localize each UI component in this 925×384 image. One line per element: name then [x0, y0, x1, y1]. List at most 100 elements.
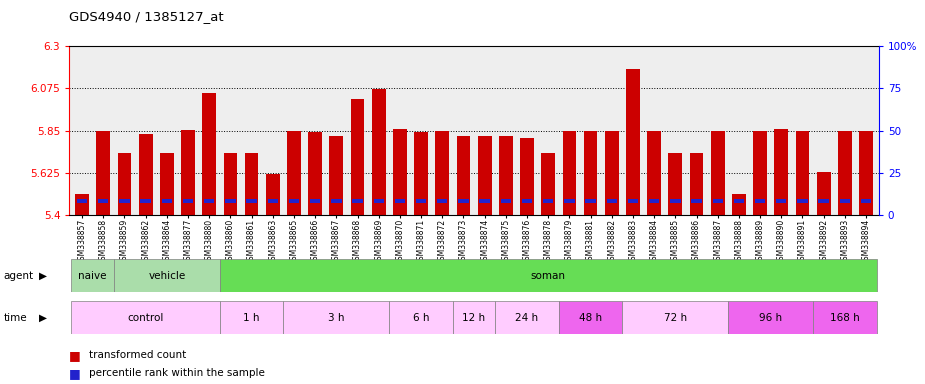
Text: naive: naive	[79, 270, 107, 281]
Bar	[393, 129, 407, 215]
Bar	[220, 301, 283, 334]
Bar	[797, 199, 808, 203]
Bar	[436, 131, 450, 215]
Bar	[605, 131, 619, 215]
Bar	[648, 131, 661, 215]
Bar	[626, 69, 640, 215]
Bar	[499, 136, 512, 215]
Text: ▶: ▶	[39, 313, 47, 323]
Bar	[712, 199, 722, 203]
Text: 24 h: 24 h	[515, 313, 538, 323]
Text: percentile rank within the sample: percentile rank within the sample	[89, 368, 265, 378]
Bar	[114, 259, 220, 292]
Bar	[71, 301, 220, 334]
Text: 96 h: 96 h	[759, 313, 783, 323]
Bar	[283, 301, 389, 334]
Bar	[564, 199, 574, 203]
Bar	[220, 259, 877, 292]
Bar	[796, 131, 809, 215]
Bar	[623, 301, 728, 334]
Bar	[734, 199, 744, 203]
Bar	[649, 199, 660, 203]
Bar	[628, 199, 638, 203]
Bar	[819, 199, 829, 203]
Bar	[414, 132, 428, 215]
Text: 168 h: 168 h	[830, 313, 859, 323]
Bar	[690, 153, 703, 215]
Bar	[813, 301, 877, 334]
Bar	[181, 130, 195, 215]
Bar	[753, 131, 767, 215]
Bar	[160, 153, 174, 215]
Bar	[204, 199, 215, 203]
Text: 6 h: 6 h	[413, 313, 429, 323]
Text: 72 h: 72 h	[664, 313, 687, 323]
Bar	[372, 89, 386, 215]
Bar	[586, 199, 596, 203]
Bar	[479, 199, 490, 203]
Bar	[710, 131, 724, 215]
Bar	[859, 131, 873, 215]
Bar	[329, 136, 343, 215]
Bar	[183, 199, 193, 203]
Bar	[267, 199, 278, 203]
Text: transformed count: transformed count	[89, 350, 186, 360]
Bar	[774, 129, 788, 215]
Bar	[838, 131, 852, 215]
Bar	[98, 199, 108, 203]
Text: 48 h: 48 h	[579, 313, 602, 323]
Bar	[453, 301, 495, 334]
Text: time: time	[4, 313, 28, 323]
Bar	[75, 194, 89, 215]
Text: ■: ■	[69, 349, 81, 362]
Text: soman: soman	[531, 270, 566, 281]
Bar	[117, 153, 131, 215]
Bar	[246, 199, 257, 203]
Bar	[331, 199, 341, 203]
Bar	[478, 136, 491, 215]
Bar	[71, 259, 114, 292]
Bar	[226, 199, 236, 203]
Text: ▶: ▶	[39, 271, 47, 281]
Bar	[457, 136, 470, 215]
Bar	[755, 199, 765, 203]
Bar	[562, 131, 576, 215]
Bar	[77, 199, 87, 203]
Bar	[352, 199, 363, 203]
Text: ■: ■	[69, 367, 81, 380]
Bar	[500, 199, 511, 203]
Bar	[162, 199, 172, 203]
Bar	[776, 199, 786, 203]
Bar	[520, 138, 534, 215]
Bar	[351, 99, 364, 215]
Bar	[139, 134, 153, 215]
Text: GDS4940 / 1385127_at: GDS4940 / 1385127_at	[69, 10, 224, 23]
Bar	[559, 301, 623, 334]
Bar	[438, 199, 448, 203]
Bar	[543, 199, 553, 203]
Bar	[96, 131, 110, 215]
Bar	[522, 199, 532, 203]
Text: vehicle: vehicle	[148, 270, 186, 281]
Bar	[141, 199, 151, 203]
Bar	[861, 199, 871, 203]
Bar	[245, 153, 258, 215]
Bar	[374, 199, 384, 203]
Bar	[728, 301, 813, 334]
Bar	[287, 131, 301, 215]
Bar	[289, 199, 299, 203]
Bar	[203, 93, 216, 215]
Bar	[389, 301, 453, 334]
Bar	[119, 199, 130, 203]
Bar	[732, 194, 746, 215]
Bar	[308, 132, 322, 215]
Text: 3 h: 3 h	[328, 313, 345, 323]
Bar	[669, 153, 683, 215]
Bar	[265, 174, 279, 215]
Text: control: control	[128, 313, 164, 323]
Text: 1 h: 1 h	[243, 313, 260, 323]
Bar	[495, 301, 559, 334]
Text: agent: agent	[4, 271, 34, 281]
Bar	[310, 199, 320, 203]
Bar	[671, 199, 681, 203]
